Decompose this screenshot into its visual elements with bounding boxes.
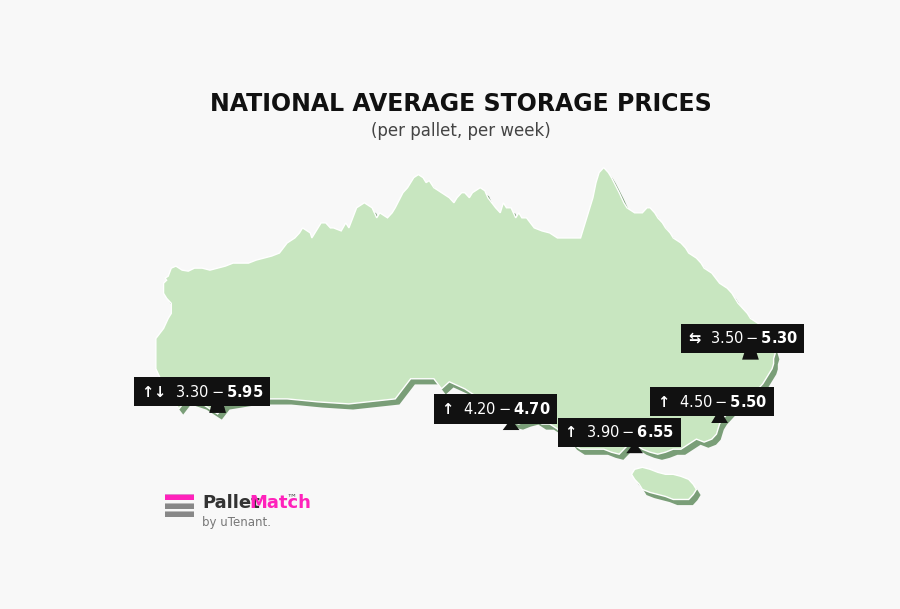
FancyBboxPatch shape (165, 495, 194, 500)
Text: ↑↓  $3.30 - $5.95: ↑↓ $3.30 - $5.95 (141, 384, 264, 400)
Polygon shape (156, 167, 775, 454)
Polygon shape (160, 173, 779, 460)
Text: by uTenant.: by uTenant. (202, 516, 272, 529)
FancyBboxPatch shape (165, 502, 194, 504)
Polygon shape (503, 419, 519, 430)
Text: NATIONAL AVERAGE STORAGE PRICES: NATIONAL AVERAGE STORAGE PRICES (211, 92, 712, 116)
Polygon shape (210, 382, 226, 413)
FancyBboxPatch shape (165, 511, 194, 512)
Text: ↑  $3.90 - $6.55: ↑ $3.90 - $6.55 (564, 424, 674, 440)
FancyBboxPatch shape (165, 512, 194, 517)
FancyBboxPatch shape (165, 494, 194, 495)
Text: ™: ™ (287, 493, 297, 502)
FancyBboxPatch shape (165, 504, 194, 509)
Text: (per pallet, per week): (per pallet, per week) (372, 122, 551, 140)
Text: Match: Match (249, 494, 311, 512)
Polygon shape (626, 442, 643, 453)
Text: ↑  $4.50 - $5.50: ↑ $4.50 - $5.50 (657, 394, 767, 410)
Text: Pallet: Pallet (202, 494, 260, 512)
Text: ↑  $4.20 - $4.70: ↑ $4.20 - $4.70 (441, 401, 551, 417)
Polygon shape (711, 409, 728, 423)
Text: ⇆  $3.50 - $5.30: ⇆ $3.50 - $5.30 (688, 331, 798, 347)
Polygon shape (742, 334, 759, 360)
Polygon shape (632, 467, 697, 499)
Polygon shape (635, 473, 700, 505)
